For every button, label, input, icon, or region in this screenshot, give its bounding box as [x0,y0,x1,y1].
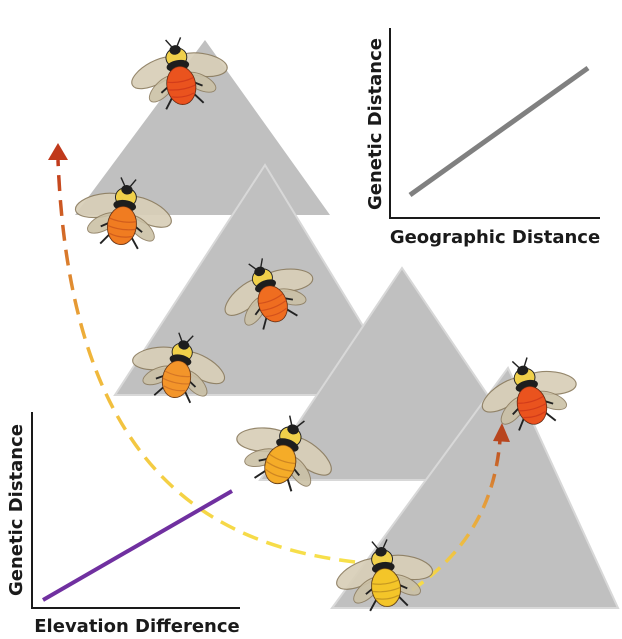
inset-elevation-difference: Genetic Distance Elevation Difference [6,412,240,637]
bee-top-left-slope [66,170,181,255]
mountain-bottom-right [330,366,620,609]
inset-elev-trend-line [42,489,233,602]
inset-geo-trend-line [408,65,590,198]
dispersal-arrow-uphill-left [56,159,356,564]
arrowhead-right [493,423,510,442]
bee-lower-middle [221,399,349,504]
inset-elev-xlabel: Elevation Difference [34,616,239,637]
inset-geographic-distance: Genetic Distance Geographic Distance [365,28,600,248]
inset-geo-xlabel: Geographic Distance [390,227,600,248]
inset-elev-ylabel: Genetic Distance [6,424,27,596]
inset-geo-ylabel: Genetic Distance [365,38,386,210]
bee-right-peak [468,345,589,440]
bee-peak-top [121,28,237,116]
bee-valley-bottom [327,532,442,617]
bee-middle-left [122,322,236,411]
arrowhead-left [48,143,68,160]
bee-middle-peak [208,241,328,343]
